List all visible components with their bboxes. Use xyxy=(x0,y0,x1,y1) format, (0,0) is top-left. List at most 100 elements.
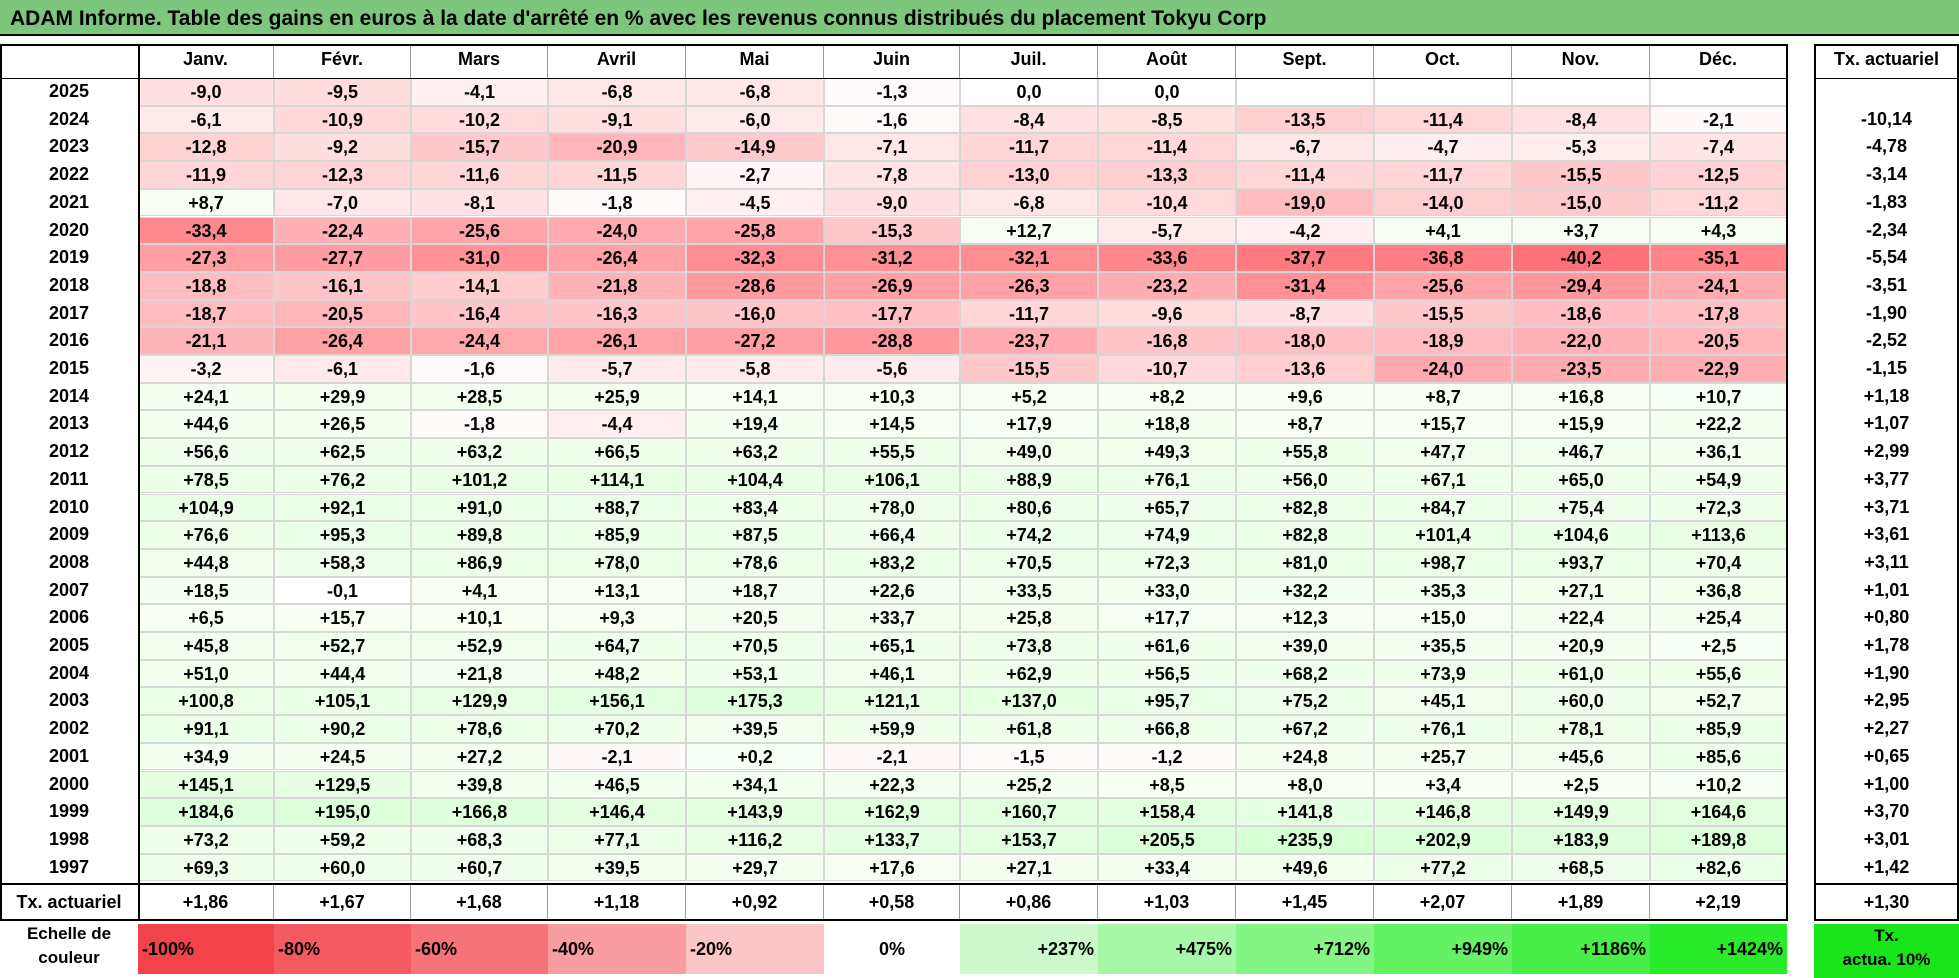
table-cell: +33,7 xyxy=(824,604,960,632)
table-cell: +105,1 xyxy=(274,687,411,716)
year-label: 2017 xyxy=(48,302,90,323)
month-header: Févr. xyxy=(274,44,411,78)
table-cell: +35,5 xyxy=(1374,632,1512,660)
table-cell: -25,6 xyxy=(1374,271,1512,300)
table-cell: +61,8 xyxy=(960,715,1098,743)
table-cell: -12,5 xyxy=(1650,161,1787,189)
table-cell: -4,1 xyxy=(411,78,548,106)
year-label: 2008 xyxy=(48,551,90,572)
color-scale-swatch: +1424% xyxy=(1650,924,1787,974)
year-label: 2019 xyxy=(48,247,90,268)
table-cell: +21,8 xyxy=(411,659,548,688)
table-cell: +101,2 xyxy=(411,465,548,494)
table-cell: +36,1 xyxy=(1650,438,1787,466)
table-cell: -27,7 xyxy=(274,244,411,272)
table-cell: +65,1 xyxy=(824,632,960,660)
table-cell: -15,7 xyxy=(411,133,548,162)
table-cell: -18,8 xyxy=(138,271,274,300)
year-label: 2020 xyxy=(48,219,90,240)
table-cell: +56,5 xyxy=(1098,659,1236,688)
tx-actuariel-header: Tx. actuariel xyxy=(1833,49,1940,69)
month-header: Août xyxy=(1098,44,1236,78)
year-label: 2002 xyxy=(48,718,90,739)
table-cell: -2,1 xyxy=(548,742,686,771)
table-cell: +8,2 xyxy=(1098,382,1236,411)
table-cell: -5,8 xyxy=(686,355,824,383)
table-cell: +59,9 xyxy=(824,715,960,743)
footer-cell: +1,67 xyxy=(274,883,411,922)
table-cell: -7,8 xyxy=(824,161,960,189)
table-cell: +87,5 xyxy=(686,521,824,549)
tx-actuariel-value: +1,00 xyxy=(1863,773,1910,794)
table-cell: +141,8 xyxy=(1236,798,1374,826)
table-cell: +78,1 xyxy=(1512,715,1650,743)
table-cell: +95,7 xyxy=(1098,687,1236,716)
color-scale-swatch: -100% xyxy=(138,924,274,974)
tx-actuariel-value: -5,54 xyxy=(1865,247,1908,268)
table-cell: +78,0 xyxy=(548,548,686,577)
table-cell: 0,0 xyxy=(960,78,1098,106)
month-header: Avril xyxy=(548,44,686,78)
table-cell: +15,9 xyxy=(1512,410,1650,439)
tx-table-frame xyxy=(1814,44,1959,922)
table-cell: +133,7 xyxy=(824,825,960,854)
footer-cell: +1,18 xyxy=(548,883,686,922)
main-table-frame xyxy=(0,44,1788,922)
table-cell: +47,7 xyxy=(1374,438,1512,466)
table-cell: -8,7 xyxy=(1236,299,1374,328)
table-cell: +17,9 xyxy=(960,410,1098,439)
table-cell: +55,8 xyxy=(1236,438,1374,466)
table-cell: -25,6 xyxy=(411,216,548,245)
table-cell: +143,9 xyxy=(686,798,824,826)
table-cell: +24,1 xyxy=(138,382,274,411)
table-cell: -19,0 xyxy=(1236,188,1374,217)
table-cell: +121,1 xyxy=(824,687,960,716)
table-cell: -15,3 xyxy=(824,216,960,245)
footer-top-rule xyxy=(0,883,1788,886)
table-cell: +12,7 xyxy=(960,216,1098,245)
table-cell: +59,2 xyxy=(274,825,411,854)
table-cell: +15,0 xyxy=(1374,604,1512,632)
table-cell: +25,2 xyxy=(960,770,1098,799)
table-cell: +39,5 xyxy=(686,715,824,743)
footer-cell: +0,58 xyxy=(824,883,960,922)
footer-cell: +1,45 xyxy=(1236,883,1374,922)
tx-actuariel-value: -2,52 xyxy=(1865,330,1908,351)
table-cell: +145,1 xyxy=(138,770,274,799)
table-cell: +164,6 xyxy=(1650,798,1787,826)
tx-actuariel-value: -1,83 xyxy=(1865,191,1908,212)
table-cell: -6,8 xyxy=(548,78,686,106)
table-cell: +52,7 xyxy=(1650,687,1787,716)
table-cell: -20,5 xyxy=(274,299,411,328)
tx-actuariel-value: -4,78 xyxy=(1865,136,1908,157)
table-cell: -7,4 xyxy=(1650,133,1787,162)
table-cell: -11,4 xyxy=(1374,105,1512,134)
table-cell: -21,1 xyxy=(138,327,274,355)
table-cell: -32,1 xyxy=(960,244,1098,272)
table-cell: -31,2 xyxy=(824,244,960,272)
table-cell: +85,6 xyxy=(1650,742,1787,771)
table-cell: -15,5 xyxy=(1374,299,1512,328)
table-cell: -7,0 xyxy=(274,188,411,217)
color-scale-swatch: +712% xyxy=(1236,924,1374,974)
table-cell: +45,8 xyxy=(138,632,274,660)
table-cell: +24,8 xyxy=(1236,742,1374,771)
table-cell: +106,1 xyxy=(824,465,960,494)
table-cell: +8,0 xyxy=(1236,770,1374,799)
table-cell: -12,8 xyxy=(138,133,274,162)
table-cell: -11,7 xyxy=(1374,161,1512,189)
table-cell: +62,9 xyxy=(960,659,1098,688)
table-cell: -12,3 xyxy=(274,161,411,189)
table-cell: -8,5 xyxy=(1098,105,1236,134)
year-label: 2018 xyxy=(48,274,90,295)
table-cell: +189,8 xyxy=(1650,825,1787,854)
year-label: 2013 xyxy=(48,413,90,434)
footer-tx-value: +1,30 xyxy=(1863,892,1910,913)
month-header: Nov. xyxy=(1512,44,1650,78)
table-cell: -5,6 xyxy=(824,355,960,383)
table-cell: +63,2 xyxy=(686,438,824,466)
table-cell: -26,3 xyxy=(960,271,1098,300)
table-cell: +29,9 xyxy=(274,382,411,411)
table-cell: +22,6 xyxy=(824,576,960,605)
table-cell: -6,0 xyxy=(686,105,824,134)
